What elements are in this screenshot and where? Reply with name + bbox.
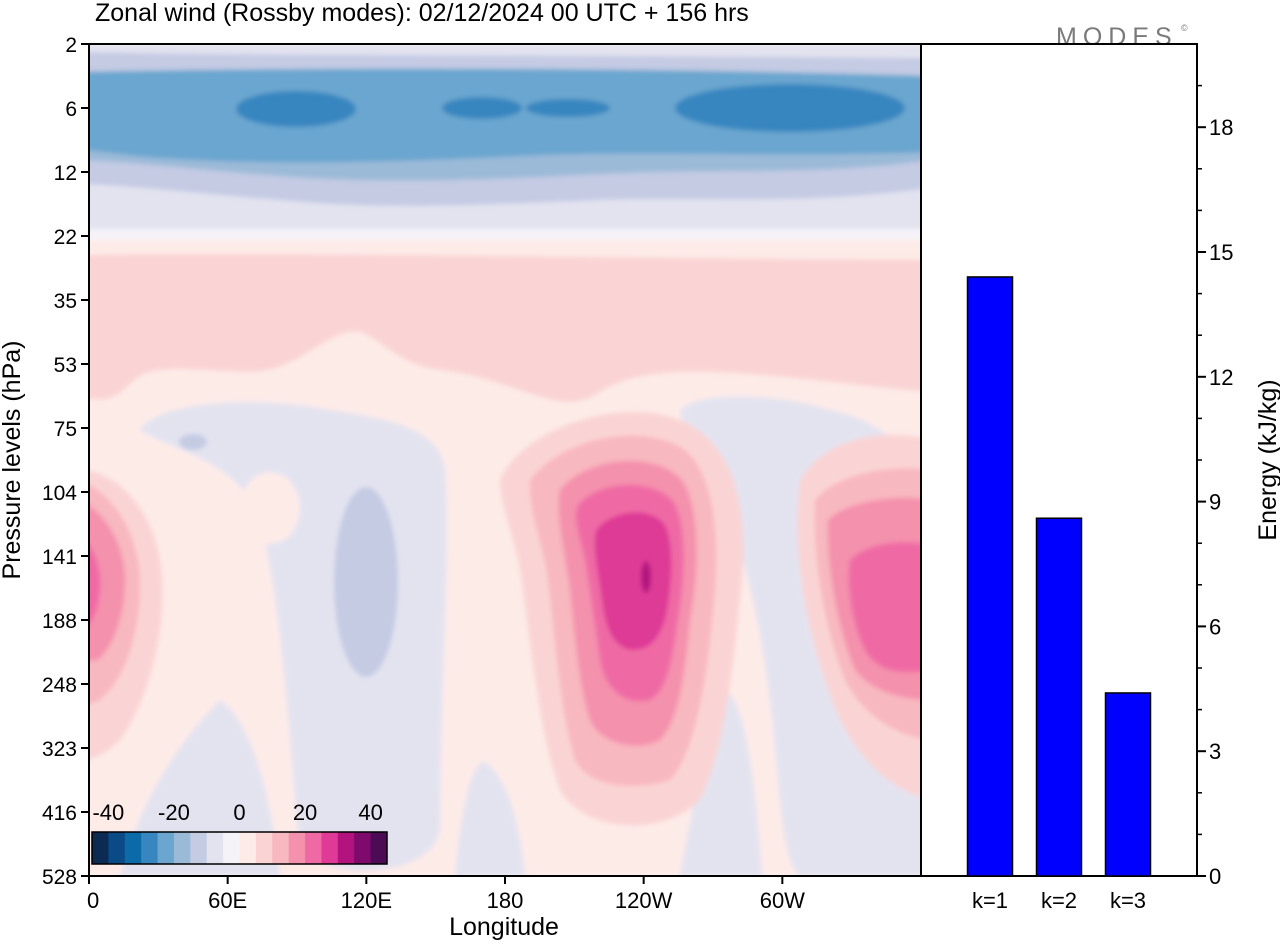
brand-logo: MODES (1056, 23, 1178, 51)
westerly-layer-b (89, 254, 921, 303)
jet-120w-core (641, 561, 651, 593)
pressure-axis: 2 6 12 22 35 53 75 104 141 188 248 323 416 528 (42, 34, 89, 889)
longitude-tick-label: 180 (487, 888, 524, 913)
colorbar-tick-label: -40 (92, 800, 124, 825)
jet-0-l3 (89, 545, 101, 625)
brand-mark: © (1181, 23, 1188, 33)
colorbar-tick-label: -20 (158, 800, 190, 825)
energy-tick-label: 9 (1209, 490, 1221, 515)
easterly-spot (179, 434, 207, 450)
pressure-tick-label: 22 (54, 226, 77, 249)
pressure-tick-label: 528 (42, 866, 77, 889)
energy-tick-label: 18 (1209, 115, 1233, 140)
colorbar-swatch (239, 832, 257, 864)
pressure-tick-label: 12 (54, 162, 77, 185)
energy-bar (966, 276, 1014, 877)
energy-tick-label: 15 (1209, 240, 1233, 265)
energy-tick-label: 0 (1209, 864, 1221, 889)
colorbar: -40 -20 0 20 40 (91, 800, 388, 865)
energy-tick-label: 6 (1209, 614, 1221, 639)
colorbar-swatch (141, 832, 159, 864)
colorbar-swatch (206, 832, 224, 864)
energy-category-label: k=2 (1041, 888, 1077, 913)
longitude-tick-label: 60W (760, 888, 805, 913)
pressure-tick-label: 53 (54, 354, 77, 377)
energy-tick-label: 12 (1209, 365, 1233, 390)
colorbar-swatch (124, 832, 142, 864)
easterly-core-1 (236, 91, 356, 127)
colorbar-tick-label: 20 (293, 800, 317, 825)
colorbar-swatch (108, 832, 126, 864)
jet-120w-l4 (594, 512, 672, 650)
energy-axis: 0 3 6 9 12 15 18 (1197, 84, 1233, 889)
pressure-tick-label: 416 (42, 802, 77, 825)
pressure-tick-label: 75 (54, 418, 77, 441)
tropo-easterly-4 (455, 761, 525, 876)
pressure-tick-label: 248 (42, 674, 77, 697)
colorbar-swatch (223, 832, 240, 864)
chart-title: Zonal wind (Rossby modes): 02/12/2024 00… (95, 0, 749, 27)
energy-bar (1104, 692, 1152, 877)
longitude-axis-label: Longitude (449, 913, 559, 941)
colorbar-swatch (321, 832, 339, 864)
contour-field (89, 44, 921, 876)
colorbar-frame (91, 831, 388, 865)
longitude-tick-label: 120E (341, 888, 392, 913)
tropo-easterly-core (334, 487, 398, 677)
colorbar-tick-label: 40 (358, 800, 382, 825)
colorbar-swatch (190, 832, 208, 864)
westerly-spot (240, 472, 300, 544)
tropo-easterly-5 (680, 690, 762, 876)
colorbar-swatch (337, 832, 355, 864)
energy-category-label: k=1 (972, 888, 1008, 913)
colorbar-swatch (92, 832, 109, 864)
colorbar-tick-label: 0 (233, 800, 245, 825)
pressure-tick-label: 323 (42, 738, 77, 761)
colorbar-swatch (305, 832, 322, 864)
easterly-core-2 (442, 97, 522, 119)
pressure-tick-label: 141 (42, 546, 77, 569)
jet-0-l2 (89, 505, 126, 661)
pressure-tick-label: 2 (65, 34, 77, 57)
pressure-tick-label: 6 (65, 98, 77, 121)
longitude-tick-label: 0 (87, 888, 99, 913)
colorbar-swatch (370, 832, 388, 864)
colorbar-swatch (354, 832, 372, 864)
pressure-tick-label: 188 (42, 610, 77, 633)
jet-30w-l3 (848, 542, 921, 673)
energy-bar (1035, 517, 1083, 877)
longitude-tick-label: 120W (615, 888, 673, 913)
energy-axis-label: Energy (kJ/kg) (1254, 379, 1280, 540)
colorbar-swatch (288, 832, 306, 864)
colorbar-swatch (255, 832, 273, 864)
colorbar-swatch (173, 832, 191, 864)
colorbar-swatch (157, 832, 175, 864)
longitude-axis: 0 60E 120E 180 120W 60W (87, 876, 805, 913)
longitude-tick-label: 60E (208, 888, 247, 913)
easterly-core-4 (675, 84, 905, 132)
pressure-axis-label: Pressure levels (hPa) (0, 341, 26, 580)
energy-tick-label: 3 (1209, 739, 1221, 764)
pressure-tick-label: 35 (54, 290, 77, 313)
pressure-tick-label: 104 (42, 482, 77, 505)
energy-bars: k=1 k=2 k=3 (966, 276, 1152, 913)
colorbar-swatch (272, 832, 290, 864)
easterly-core-3 (526, 99, 610, 117)
energy-category-label: k=3 (1110, 888, 1146, 913)
